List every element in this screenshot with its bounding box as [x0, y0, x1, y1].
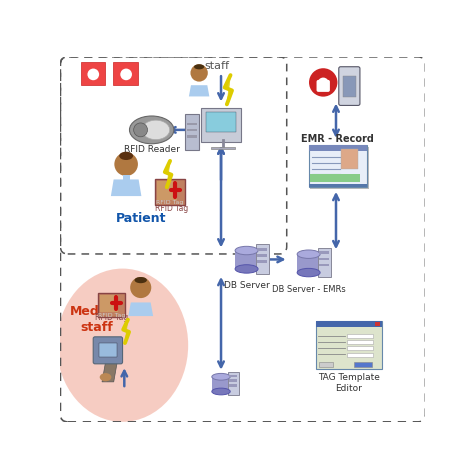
Text: DB Server - EMRs: DB Server - EMRs [272, 285, 346, 294]
FancyBboxPatch shape [319, 264, 329, 266]
Ellipse shape [135, 277, 147, 283]
Circle shape [130, 277, 151, 298]
Polygon shape [165, 161, 172, 187]
FancyBboxPatch shape [310, 147, 369, 189]
FancyBboxPatch shape [318, 248, 331, 277]
FancyBboxPatch shape [187, 135, 197, 137]
FancyBboxPatch shape [256, 245, 269, 273]
FancyBboxPatch shape [187, 123, 197, 126]
Text: RFID Tag: RFID Tag [95, 313, 128, 322]
Text: RFID Reader: RFID Reader [124, 145, 180, 154]
Polygon shape [102, 362, 117, 382]
Ellipse shape [129, 116, 174, 144]
Ellipse shape [119, 152, 133, 160]
FancyBboxPatch shape [316, 321, 382, 327]
Ellipse shape [212, 374, 230, 380]
FancyBboxPatch shape [375, 322, 380, 326]
FancyBboxPatch shape [187, 129, 197, 131]
FancyBboxPatch shape [309, 146, 367, 187]
Ellipse shape [100, 373, 111, 381]
FancyBboxPatch shape [297, 254, 320, 273]
Polygon shape [111, 180, 141, 196]
FancyBboxPatch shape [81, 63, 105, 85]
FancyBboxPatch shape [98, 293, 126, 317]
FancyBboxPatch shape [316, 321, 382, 369]
FancyBboxPatch shape [339, 67, 360, 105]
Ellipse shape [235, 264, 258, 273]
Text: EMR - Record: EMR - Record [301, 134, 374, 144]
FancyBboxPatch shape [319, 362, 333, 367]
Ellipse shape [235, 246, 258, 255]
FancyBboxPatch shape [211, 146, 235, 149]
Circle shape [308, 67, 338, 98]
Polygon shape [225, 75, 232, 104]
Circle shape [87, 69, 99, 80]
FancyBboxPatch shape [347, 334, 373, 338]
Polygon shape [189, 85, 210, 96]
FancyBboxPatch shape [113, 63, 138, 85]
FancyBboxPatch shape [157, 181, 177, 200]
Ellipse shape [297, 268, 320, 277]
Text: Patient: Patient [116, 212, 166, 225]
FancyBboxPatch shape [155, 179, 185, 205]
Ellipse shape [194, 64, 204, 69]
FancyBboxPatch shape [229, 384, 237, 387]
FancyBboxPatch shape [185, 114, 199, 150]
Circle shape [120, 69, 132, 80]
FancyBboxPatch shape [123, 175, 129, 181]
Circle shape [191, 64, 208, 82]
FancyBboxPatch shape [257, 248, 267, 251]
FancyBboxPatch shape [257, 260, 267, 263]
FancyBboxPatch shape [235, 251, 258, 269]
FancyBboxPatch shape [347, 340, 373, 345]
FancyBboxPatch shape [309, 146, 367, 151]
Ellipse shape [297, 250, 320, 258]
FancyBboxPatch shape [343, 75, 356, 97]
Text: RFID Tag: RFID Tag [155, 204, 188, 213]
Text: RFID Tag: RFID Tag [156, 201, 183, 205]
Polygon shape [128, 302, 153, 316]
FancyBboxPatch shape [310, 174, 360, 182]
Text: DB Server: DB Server [224, 282, 269, 291]
FancyBboxPatch shape [309, 184, 367, 187]
FancyBboxPatch shape [354, 362, 373, 367]
FancyBboxPatch shape [319, 251, 329, 254]
Ellipse shape [57, 269, 188, 422]
Ellipse shape [142, 120, 170, 139]
Ellipse shape [212, 388, 230, 395]
FancyBboxPatch shape [229, 380, 237, 382]
FancyBboxPatch shape [317, 80, 330, 92]
Circle shape [114, 153, 138, 176]
FancyBboxPatch shape [319, 257, 329, 260]
FancyBboxPatch shape [347, 346, 373, 350]
FancyBboxPatch shape [100, 295, 118, 312]
FancyBboxPatch shape [229, 374, 237, 377]
Text: Medical
staff: Medical staff [70, 305, 124, 334]
Text: staff: staff [205, 62, 230, 72]
FancyBboxPatch shape [257, 254, 267, 256]
FancyBboxPatch shape [228, 372, 239, 395]
Text: TAG Template
Editor: TAG Template Editor [318, 373, 380, 392]
Polygon shape [123, 319, 129, 343]
FancyBboxPatch shape [93, 337, 123, 364]
FancyBboxPatch shape [341, 149, 358, 169]
Text: RFID Tag: RFID Tag [98, 312, 125, 318]
FancyBboxPatch shape [347, 353, 373, 356]
FancyBboxPatch shape [201, 108, 241, 142]
FancyBboxPatch shape [212, 377, 230, 392]
FancyBboxPatch shape [99, 343, 117, 357]
Circle shape [134, 123, 147, 137]
FancyBboxPatch shape [206, 112, 236, 132]
